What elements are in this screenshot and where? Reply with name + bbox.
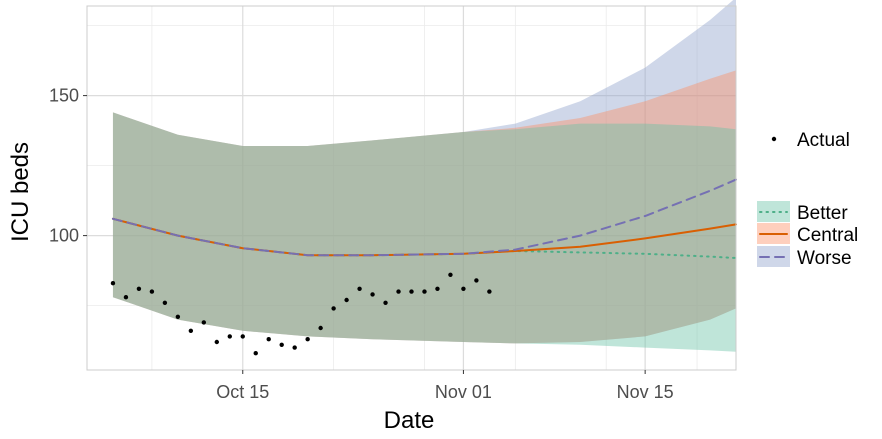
x-tick-label: Nov 15 <box>617 382 674 402</box>
actual-point <box>409 289 414 294</box>
legend-worse-swatch <box>757 246 790 267</box>
actual-point <box>123 295 129 300</box>
line-worse <box>111 178 737 257</box>
plot-panel <box>87 6 736 370</box>
actual-point <box>201 320 207 325</box>
actual-point <box>435 286 440 291</box>
y-tick-label: 100 <box>49 226 79 246</box>
actual-point <box>175 314 181 319</box>
actual-point <box>227 334 232 339</box>
actual-point <box>110 281 116 286</box>
ribbon-better <box>112 112 736 352</box>
actual-point <box>136 286 142 291</box>
y-tick-label: 150 <box>49 86 79 106</box>
actual-point <box>318 325 323 331</box>
actual-point <box>448 272 453 277</box>
plot-border <box>86 5 737 371</box>
actual-point <box>253 351 258 356</box>
ribbon-central <box>112 70 736 344</box>
actual-point <box>240 334 245 339</box>
actual-point <box>266 337 271 342</box>
actual-point <box>396 289 401 294</box>
actual-point <box>162 300 168 305</box>
ribbon-worse <box>112 0 736 344</box>
x-axis: Oct 15 Nov 01 Nov 15 <box>216 370 674 402</box>
actual-point <box>422 289 427 294</box>
actual-point <box>461 286 466 291</box>
x-tick-label: Nov 01 <box>435 382 492 402</box>
actual-point <box>370 292 375 297</box>
actual-point <box>188 328 194 333</box>
x-axis-title: Date <box>384 407 435 434</box>
actual-point <box>357 286 362 291</box>
actual-point <box>214 339 219 345</box>
actual-point <box>344 297 349 303</box>
actual-point <box>305 337 310 342</box>
legend-central-label: Central <box>797 225 858 246</box>
actual-point <box>292 345 297 350</box>
y-axis-title: ICU beds <box>7 142 34 242</box>
legend-better-label: Better <box>797 203 848 224</box>
legend-worse-label: Worse <box>797 248 852 269</box>
actual-point <box>279 342 284 347</box>
actual-point <box>487 289 492 294</box>
x-tick-label: Oct 15 <box>216 382 269 402</box>
actual-point <box>383 300 388 305</box>
plot-area <box>86 0 737 371</box>
actual-point <box>149 289 155 294</box>
legend-actual-key <box>771 136 777 142</box>
y-axis: 100 150 <box>49 86 87 246</box>
legend-actual-label: Actual <box>797 130 850 151</box>
actual-point <box>474 278 479 283</box>
actual-point <box>331 306 336 311</box>
